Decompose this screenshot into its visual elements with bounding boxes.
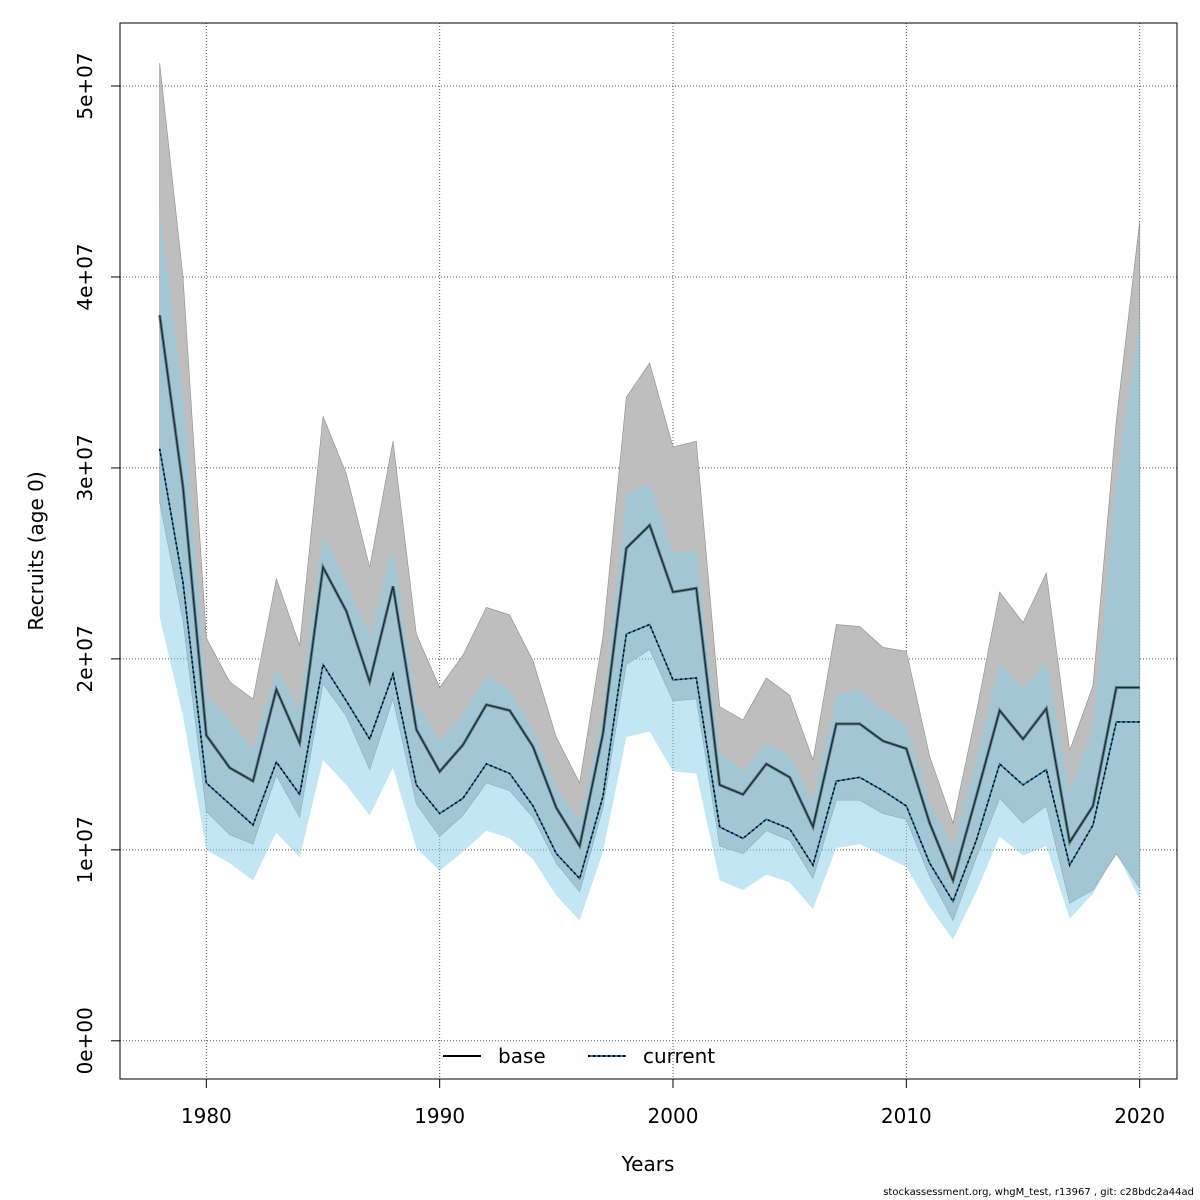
confidence-band-current [159,210,1140,940]
x-axis: 1980 1990 2000 2010 2020 [181,1078,1165,1128]
x-tick-label-2000: 2000 [648,1104,699,1128]
legend-current-label: current [643,1044,715,1068]
y-tick-label-2e+07: 2e+07 [73,625,97,692]
series-lines [158,314,1140,904]
footer-credit: stockassessment.org, whgM_test, r13967 ,… [883,1187,1194,1198]
y-tick-label-5e+07: 5e+07 [73,52,97,119]
x-tick-label-2020: 2020 [1114,1104,1165,1128]
x-tick-label-1980: 1980 [181,1104,232,1128]
x-tick-label-2010: 2010 [881,1104,932,1128]
confidence-bands [159,63,1140,940]
series-line-base [159,315,1140,883]
y-tick-label-3e+07: 3e+07 [73,434,97,501]
x-tick-label-1990: 1990 [414,1104,465,1128]
legend-base-label: base [498,1044,546,1068]
y-tick-label-0e+00: 0e+00 [73,1007,97,1074]
y-tick-label-1e+07: 1e+07 [73,816,97,883]
y-tick-label-4e+07: 4e+07 [73,243,97,310]
x-axis-title: Years [621,1152,675,1176]
y-axis-title: Recruits (age 0) [24,471,48,630]
series-line-current-color [158,448,1140,904]
y-axis: 0e+00 1e+07 2e+07 3e+07 4e+07 5e+07 [73,52,121,1074]
legend: base current [443,1044,715,1068]
